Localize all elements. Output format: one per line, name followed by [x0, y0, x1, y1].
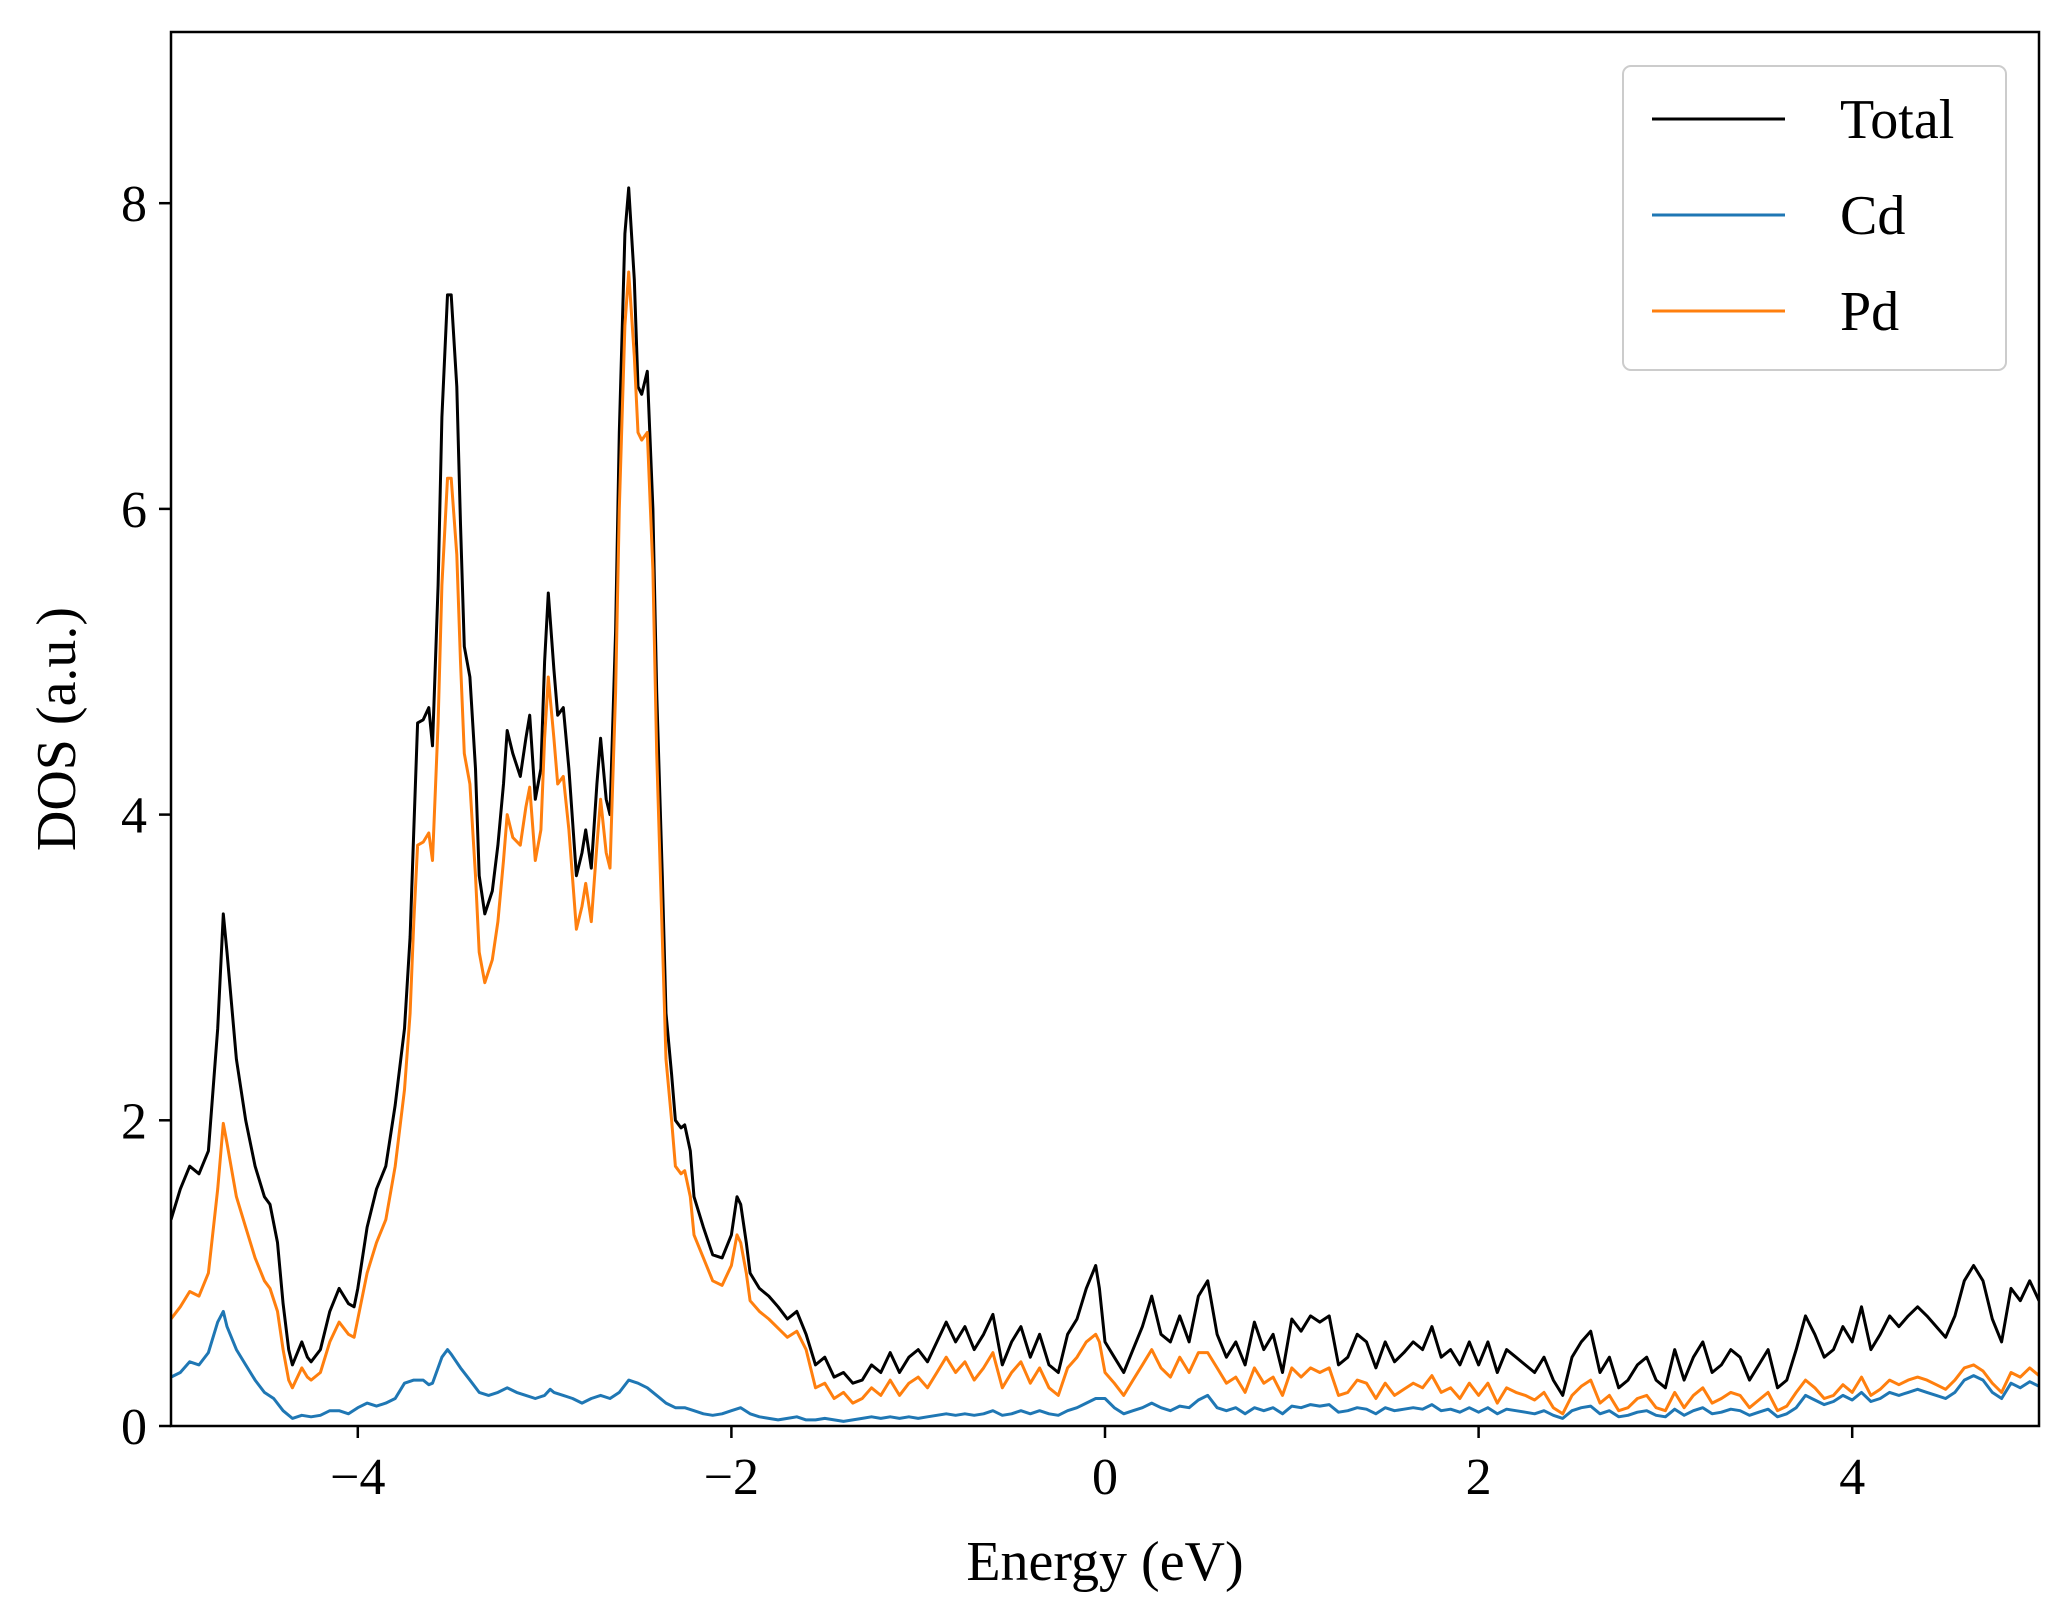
y-tick-label: 4 — [121, 788, 147, 845]
series-line-pd — [171, 270, 2039, 1416]
x-tick-label: −2 — [704, 1449, 759, 1506]
legend-box — [1622, 65, 2007, 371]
x-tick-label: 0 — [1092, 1449, 1118, 1506]
x-axis-label: Energy (eV) — [966, 1531, 1243, 1593]
y-axis: 0 2 4 6 8 — [121, 176, 171, 1456]
series-line-cd — [171, 1309, 2039, 1423]
series-layer — [171, 186, 2039, 1423]
x-tick-label: −4 — [330, 1449, 385, 1506]
y-tick-label: 2 — [121, 1093, 147, 1150]
y-tick-label: 8 — [121, 176, 147, 233]
y-tick-label: 0 — [121, 1399, 147, 1456]
legend-label-cd: Cd — [1840, 185, 1905, 247]
series-line-total — [171, 186, 2039, 1397]
legend: Total Cd Pd — [1622, 65, 2007, 371]
legend-label-pd: Pd — [1840, 281, 1899, 343]
x-axis: −4 −2 0 2 4 — [330, 1426, 1865, 1506]
legend-label-total: Total — [1840, 89, 1954, 151]
x-tick-label: 4 — [1839, 1449, 1865, 1506]
x-tick-label: 2 — [1466, 1449, 1492, 1506]
y-axis-label: DOS (a.u.) — [26, 607, 88, 851]
y-tick-label: 6 — [121, 482, 147, 539]
